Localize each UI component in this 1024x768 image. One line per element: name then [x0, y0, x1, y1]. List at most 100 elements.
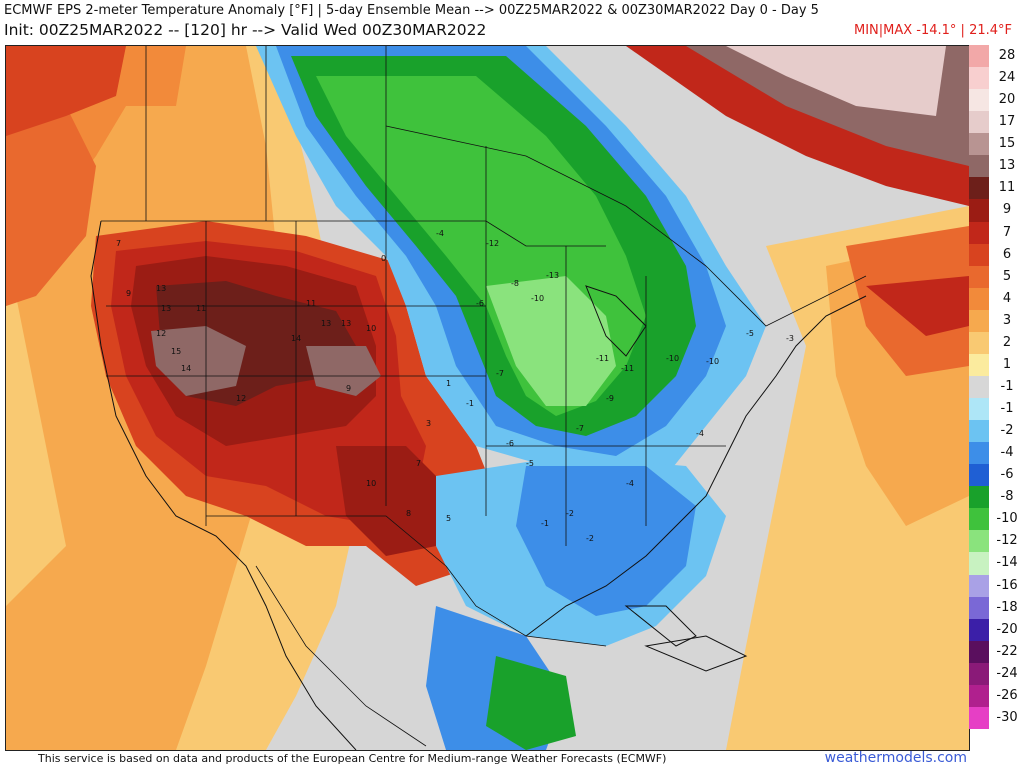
- color-legend: 28 24 20 17 15 13 11 9 7 6 5 4 3 2 1 -1 -1 -2 -4 -6 -8 -10 -12…: [969, 45, 1024, 729]
- map-title: ECMWF EPS 2-meter Temperature Anomaly [°…: [4, 3, 819, 18]
- map-value: 14: [291, 334, 301, 343]
- legend-label: 4: [1002, 290, 1012, 306]
- map-value: -13: [546, 271, 559, 280]
- warm-zone-gulf-alaska: [6, 46, 126, 136]
- cold-zone-core: [486, 276, 616, 406]
- legend-swatch: [969, 508, 989, 531]
- legend-row: 28: [969, 45, 1024, 68]
- map-value: -10: [666, 354, 679, 363]
- map-value: -11: [596, 354, 609, 363]
- map-value: -12: [486, 239, 499, 248]
- legend-swatch: [969, 684, 989, 707]
- legend-label: -22: [996, 643, 1018, 659]
- legend-row: -18: [969, 596, 1024, 619]
- map-value: -7: [576, 424, 584, 433]
- legend-row: 5: [969, 265, 1024, 288]
- legend-row: 13: [969, 155, 1024, 178]
- legend-swatch: [969, 243, 989, 266]
- legend-row: -16: [969, 574, 1024, 597]
- legend-row: -2: [969, 420, 1024, 443]
- legend-label: 1: [1002, 356, 1012, 372]
- legend-swatch: [969, 398, 989, 421]
- legend-swatch: [969, 287, 989, 310]
- legend-label: 7: [1002, 224, 1012, 240]
- map-value: -4: [626, 479, 634, 488]
- legend-row: -20: [969, 618, 1024, 641]
- warm-zone-peak: [151, 326, 246, 396]
- legend-row: -10: [969, 508, 1024, 531]
- legend-row: -12: [969, 530, 1024, 553]
- legend-label: 6: [1002, 246, 1012, 262]
- legend-label: -2: [1000, 423, 1014, 439]
- map-value: -4: [436, 229, 444, 238]
- legend-swatch: [969, 530, 989, 553]
- boundaries: [101, 46, 867, 747]
- anomaly-map-svg: 13 13 11 12 15 14 12 11 13 13 14 10 9 7 …: [6, 46, 969, 750]
- map-value: 3: [426, 419, 431, 428]
- legend-label: -4: [1000, 445, 1014, 461]
- warm-zone-arctic-peak: [726, 46, 946, 116]
- legend-row: -1: [969, 398, 1024, 421]
- legend-row: -1: [969, 375, 1024, 399]
- legend-swatch: [969, 265, 989, 288]
- warm-zone-newfoundland: [866, 276, 969, 336]
- map-value: 10: [366, 479, 376, 488]
- legend-swatch: [969, 111, 989, 134]
- legend-label: 2: [1002, 334, 1012, 350]
- legend-row: -8: [969, 486, 1024, 509]
- map-value: -1: [541, 519, 549, 528]
- legend-label: 13: [998, 158, 1016, 174]
- anomaly-map: 13 13 11 12 15 14 12 11 13 13 14 10 9 7 …: [5, 45, 970, 751]
- legend-swatch: [969, 420, 989, 443]
- legend-label: 5: [1002, 268, 1012, 284]
- legend-row: 11: [969, 177, 1024, 200]
- cool-zone-yucatan: [486, 656, 576, 750]
- legend-label: -24: [996, 665, 1018, 681]
- legend-label: -12: [996, 533, 1018, 549]
- map-value: -7: [496, 369, 504, 378]
- map-value: 13: [156, 284, 166, 293]
- map-value: 8: [406, 509, 411, 518]
- legend-row: -4: [969, 442, 1024, 465]
- warm-zone-alaska-coast: [6, 106, 96, 306]
- map-value: -1: [466, 399, 474, 408]
- legend-row: 15: [969, 133, 1024, 156]
- min-max-readout: MIN|MAX -14.1° | 21.4°F: [853, 23, 1012, 38]
- legend-label: -30: [996, 709, 1018, 725]
- map-value: 12: [236, 394, 246, 403]
- map-value: -10: [531, 294, 544, 303]
- map-value: 9: [126, 289, 131, 298]
- legend-row: 24: [969, 67, 1024, 90]
- brand-link[interactable]: weathermodels.com: [824, 750, 967, 766]
- legend-swatch: [969, 353, 989, 376]
- legend-label: -1: [1000, 401, 1014, 417]
- map-value: -5: [746, 329, 754, 338]
- legend-row: 4: [969, 287, 1024, 310]
- init-valid-line: Init: 00Z25MAR2022 -- [120] hr --> Valid…: [4, 21, 487, 39]
- map-value: 13: [341, 319, 351, 328]
- legend-swatch: [969, 706, 989, 729]
- map-value: 14: [181, 364, 191, 373]
- legend-row: 7: [969, 221, 1024, 244]
- map-value: -8: [511, 279, 519, 288]
- map-value: -6: [476, 299, 484, 308]
- legend-label: -10: [996, 511, 1018, 527]
- map-value: 13: [161, 304, 171, 313]
- legend-swatch: [969, 221, 989, 244]
- legend-label: -8: [1000, 489, 1014, 505]
- map-value: -6: [506, 439, 514, 448]
- map-value: -2: [566, 509, 574, 518]
- legend-label: 15: [998, 136, 1016, 152]
- map-value: -5: [526, 459, 534, 468]
- legend-row: -6: [969, 464, 1024, 487]
- legend-swatch: [969, 177, 989, 200]
- legend-row: 9: [969, 199, 1024, 222]
- legend-swatch: [969, 133, 989, 156]
- map-value: 10: [366, 324, 376, 333]
- legend-swatch: [969, 331, 989, 354]
- legend-row: 1: [969, 353, 1024, 376]
- legend-label: -1: [1000, 378, 1014, 394]
- map-value: 5: [446, 514, 451, 523]
- map-value: 15: [171, 347, 181, 356]
- map-value: -2: [586, 534, 594, 543]
